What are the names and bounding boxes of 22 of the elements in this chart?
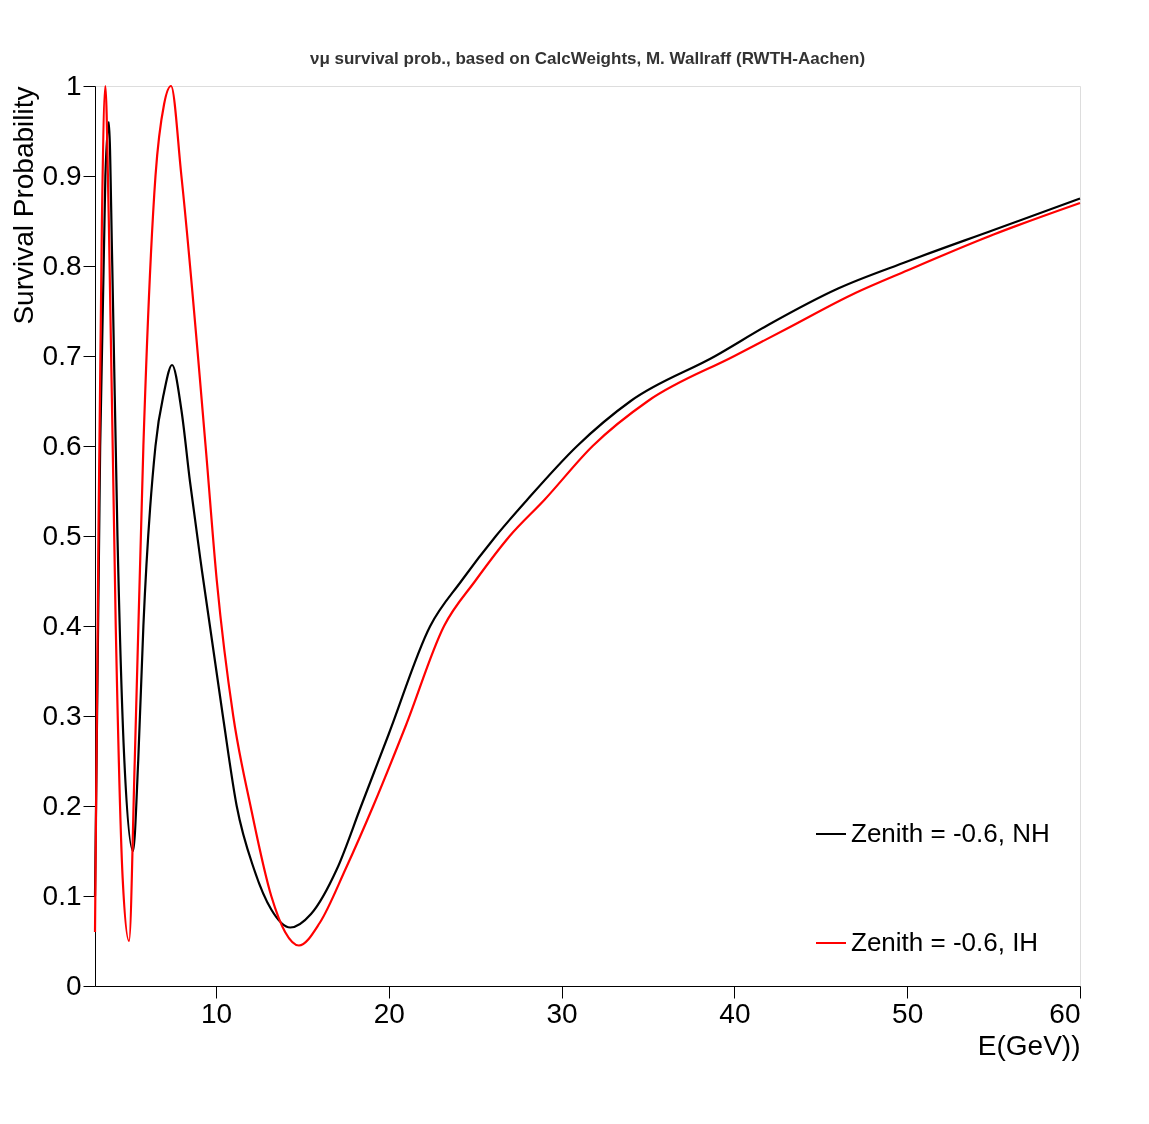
y-tick-label: 0.7 xyxy=(42,339,82,371)
x-tick-label: 50 xyxy=(892,997,924,1029)
y-axis-title: Survival Probability xyxy=(7,86,39,325)
y-tick-label: 0.4 xyxy=(42,609,82,641)
y-tick-label: 0.9 xyxy=(42,159,82,191)
legend-label: Zenith = -0.6, NH xyxy=(851,818,1050,848)
x-tick-label: 40 xyxy=(719,997,751,1029)
y-tick-label: 0.8 xyxy=(42,249,82,281)
x-axis-title: E(GeV)) xyxy=(977,1029,1081,1061)
y-tick-label: 0.3 xyxy=(42,699,82,731)
x-tick-label: 20 xyxy=(373,997,405,1029)
x-tick-label: 10 xyxy=(200,997,233,1029)
x-tick-label: 30 xyxy=(546,997,578,1029)
y-tick-label: 0.6 xyxy=(42,429,82,461)
y-tick-label: 0.5 xyxy=(42,519,82,551)
legend-label: Zenith = -0.6, IH xyxy=(851,927,1039,957)
chart-title: νμ survival prob., based on CalcWeights, M. Wallraff (RWTH-Aachen) xyxy=(309,49,866,68)
y-tick-label: 0 xyxy=(65,969,82,1001)
y-tick-label: 1 xyxy=(65,69,82,101)
y-tick-label: 0.2 xyxy=(42,789,82,821)
y-tick-label: 0.1 xyxy=(42,879,82,911)
x-tick-label: 60 xyxy=(1049,997,1081,1029)
